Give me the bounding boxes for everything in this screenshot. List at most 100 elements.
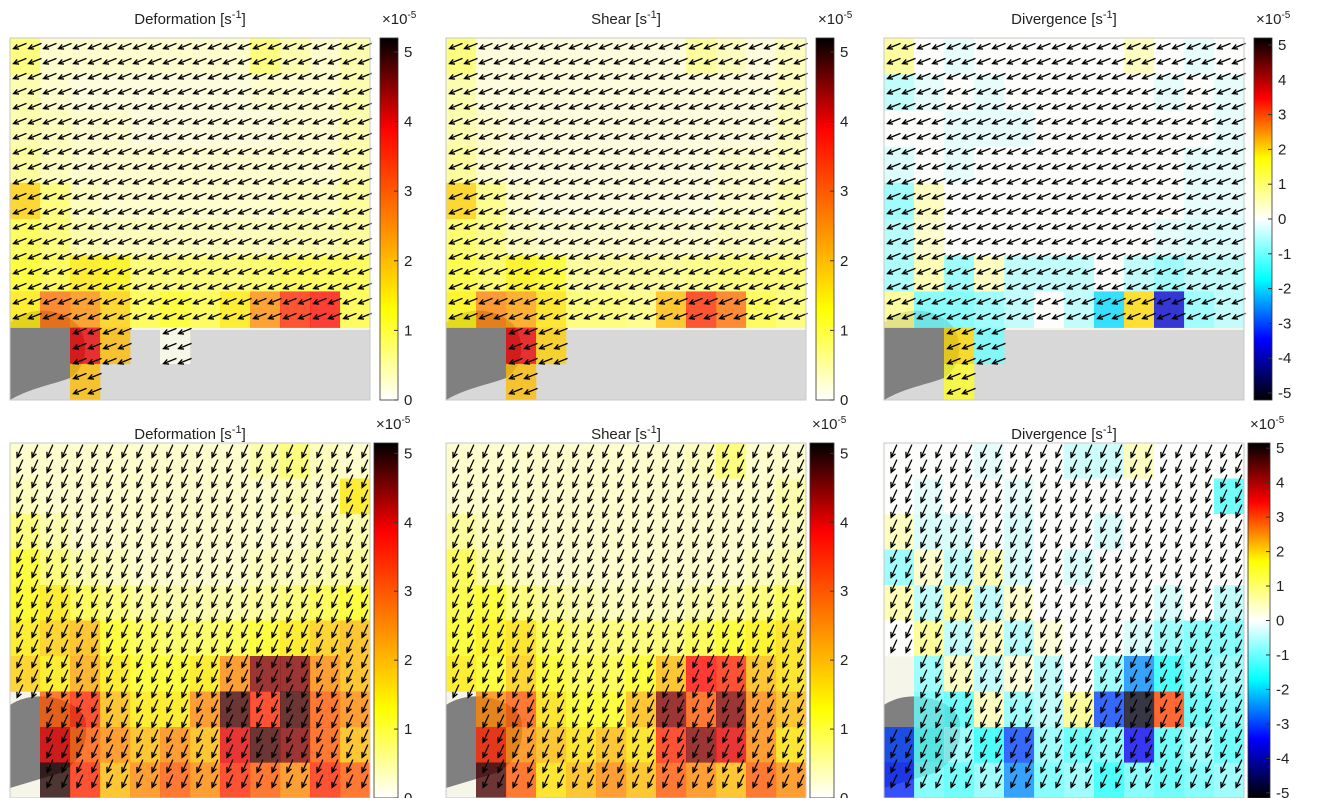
heatmap-cell <box>70 727 100 763</box>
heatmap-cell <box>914 110 944 146</box>
heatmap-cell <box>250 621 280 657</box>
heatmap-cell <box>70 364 100 401</box>
heatmap-cell <box>280 621 310 657</box>
heatmap-cell <box>1154 727 1184 763</box>
heatmap-cell <box>340 291 370 328</box>
exponent-power: -5 <box>407 10 416 21</box>
exponent-base: ×10 <box>818 11 843 28</box>
heatmap-cell <box>1064 621 1094 657</box>
title-text: Divergence [s <box>1011 11 1103 28</box>
heatmap-cell <box>100 291 130 328</box>
heatmap-cell <box>10 110 40 146</box>
heatmap-cell <box>626 727 656 763</box>
heatmap-cell <box>1004 110 1034 146</box>
heatmap-cell <box>1094 621 1124 657</box>
heatmap-cell <box>716 110 746 146</box>
heatmap-cell <box>100 110 130 146</box>
heatmap-cell <box>280 291 310 328</box>
heatmap-cell <box>100 621 130 657</box>
heatmap-cell <box>190 291 220 328</box>
heatmap-cell <box>40 621 70 657</box>
heatmap-cell <box>190 621 220 657</box>
title-text: ] <box>242 426 246 443</box>
heatmap-cell <box>1094 110 1124 146</box>
heatmap-cell <box>776 621 806 657</box>
heatmap-cell <box>190 110 220 146</box>
heatmap-cell <box>536 291 566 328</box>
heatmap-cell <box>506 291 536 328</box>
colorbar-exponent: ×10-5 <box>376 415 411 433</box>
colorbar-tick-label: 1 <box>1276 578 1284 595</box>
colorbar-tick-label: 3 <box>840 583 848 600</box>
heatmap-cell <box>160 110 190 146</box>
heatmap-cell <box>596 291 626 328</box>
heatmap-cell <box>70 621 100 657</box>
colorbar-tick-label: 5 <box>404 445 412 462</box>
heatmap-cell <box>914 291 944 328</box>
heatmap-cell <box>506 727 536 763</box>
heatmap-cell <box>944 291 974 328</box>
colorbar-tick-label: 4 <box>1278 72 1286 89</box>
colorbar-tick-label: -5 <box>1276 785 1289 798</box>
colorbar-tick-label: 2 <box>1278 141 1286 158</box>
colorbar-tick-label: 1 <box>1278 176 1286 193</box>
heatmap-cell <box>596 727 626 763</box>
colorbar-tick-label: 4 <box>840 514 848 531</box>
heatmap-cell <box>914 727 944 763</box>
heatmap-cell <box>1154 291 1184 328</box>
heatmap-cell <box>974 110 1004 146</box>
heatmap-cell <box>536 727 566 763</box>
heatmap-cell <box>1124 621 1154 657</box>
heatmap-cell <box>250 291 280 328</box>
heatmap-cell <box>40 110 70 146</box>
heatmap-cell <box>250 110 280 146</box>
heatmap-cell <box>130 727 160 763</box>
title-text: Divergence [s <box>1011 426 1103 443</box>
heatmap-cell <box>1124 727 1154 763</box>
colorbar-tick-label: 5 <box>840 44 848 61</box>
heatmap-cell <box>100 727 130 763</box>
heatmap-cell <box>536 110 566 146</box>
panel-title: Shear [s-1] <box>591 424 661 443</box>
colorbar-tick-label: 5 <box>1276 440 1284 457</box>
heatmap-cell <box>884 621 914 657</box>
heatmap-cell <box>566 291 596 328</box>
title-superscript: -1 <box>232 9 242 21</box>
colorbar-tick-label: 0 <box>404 790 412 798</box>
heatmap-cell <box>656 291 686 328</box>
heatmap-cell <box>716 621 746 657</box>
colorbar-tick-label: 0 <box>1276 613 1284 630</box>
colorbar-tick-label: -3 <box>1276 716 1289 733</box>
exponent-base: ×10 <box>382 11 407 28</box>
heatmap-cell <box>1034 621 1064 657</box>
title-text: Shear [s <box>591 426 647 443</box>
heatmap-cell <box>716 727 746 763</box>
colorbar-tick-label: 0 <box>840 790 848 798</box>
heatmap-cell <box>884 727 914 763</box>
heatmap-cell <box>1154 110 1184 146</box>
exponent-base: ×10 <box>812 416 837 433</box>
heatmap-cell <box>446 110 476 146</box>
heatmap-cell <box>446 291 476 328</box>
heatmap-cell <box>340 621 370 657</box>
title-superscript: -1 <box>1103 9 1113 21</box>
heatmap-cell <box>40 727 70 763</box>
heatmap-cell <box>446 621 476 657</box>
heatmap-cell <box>250 727 280 763</box>
heatmap-cell <box>944 727 974 763</box>
heatmap-cell <box>130 110 160 146</box>
colorbar-tick-label: 5 <box>404 44 412 61</box>
colorbar-tick-label: 1 <box>404 322 412 339</box>
colorbar-exponent: ×10-5 <box>818 10 853 28</box>
heatmap-cell <box>776 727 806 763</box>
panel-title: Divergence [s-1] <box>1011 9 1117 28</box>
title-text: ] <box>657 426 661 443</box>
heatmap-cell <box>596 621 626 657</box>
colorbar-tick-label: 3 <box>404 583 412 600</box>
colorbar-tick-label: 5 <box>1278 37 1286 54</box>
colorbar-tick-label: -4 <box>1276 750 1289 767</box>
heatmap-cell <box>686 291 716 328</box>
heatmap-cell <box>1064 727 1094 763</box>
colorbar-tick-label: -2 <box>1278 281 1291 298</box>
heatmap-cell <box>160 727 190 763</box>
